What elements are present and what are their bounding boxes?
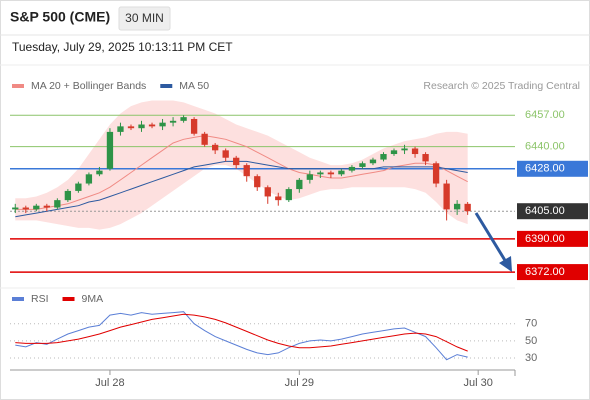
legend-label: 9MA: [82, 293, 104, 305]
bollinger-band: [15, 100, 468, 230]
candle-body: [222, 150, 229, 158]
x-tick-label: Jul 28: [95, 377, 124, 389]
candle-body: [43, 205, 50, 208]
level-box: [517, 203, 588, 220]
candle-body: [327, 172, 335, 175]
candle-body: [212, 144, 219, 151]
candle-body: [348, 166, 356, 171]
candle-body: [117, 126, 124, 132]
candle-body: [317, 172, 324, 175]
symbol: S&P 500 (CME): [10, 9, 110, 25]
x-tick-label: Jul 30: [463, 377, 492, 389]
level-box: [517, 264, 588, 281]
candle-body: [443, 183, 450, 210]
candle-body: [106, 131, 114, 169]
candle-body: [54, 200, 61, 208]
timestamp: Tuesday, July 29, 2025 10:13:11 PM CET: [12, 40, 233, 54]
candle-body: [338, 170, 345, 175]
candle-body: [243, 165, 250, 177]
candle-body: [96, 170, 103, 175]
candle-body: [85, 174, 93, 184]
legend-swatch: [12, 297, 24, 301]
projection-arrow: [474, 212, 512, 272]
level-label: 6372.00: [525, 266, 565, 278]
x-tick-label: Jul 29: [285, 377, 314, 389]
credit: Research © 2025 Trading Central: [423, 80, 580, 92]
candle-body: [190, 118, 198, 134]
candle-body: [432, 163, 440, 184]
candle-body: [453, 203, 461, 210]
candle-body: [359, 163, 366, 167]
candle-body: [201, 133, 208, 145]
candle-body: [296, 179, 303, 190]
candle-body: [464, 203, 471, 212]
legend-swatch: [160, 84, 173, 88]
level-box: [517, 230, 588, 247]
level-label: 6457.00: [525, 109, 565, 121]
legend-label: RSI: [31, 293, 49, 305]
level-label: 6440.00: [525, 141, 565, 153]
candle-body: [411, 148, 419, 155]
candle-body: [138, 124, 145, 129]
level-box: [517, 160, 588, 177]
candle-body: [254, 176, 261, 188]
candle-body: [22, 207, 29, 210]
y-tick-label: 70: [525, 318, 537, 330]
moving-average: [15, 160, 468, 218]
candle-body: [127, 126, 135, 129]
interval-badge[interactable]: [118, 6, 171, 31]
plot: MA 20 + Bollinger Bands MA 50 6457.00 6440.…: [10, 80, 588, 389]
candle-body: [169, 120, 177, 123]
candle-body: [233, 157, 240, 166]
level-label: 6428.00: [525, 163, 565, 175]
candle-body: [306, 174, 313, 180]
indicator-line: [15, 313, 468, 352]
candle-body: [380, 154, 387, 160]
candle-body: [369, 159, 377, 164]
candle-body: [275, 196, 282, 201]
candle-body: [75, 183, 82, 191]
candle-body: [64, 190, 72, 201]
candle-body: [159, 122, 166, 127]
level-label: 6390.00: [525, 233, 565, 245]
candle-body: [285, 189, 292, 201]
legend-swatch: [12, 84, 24, 88]
candle-body: [422, 154, 429, 162]
candle-body: [148, 124, 156, 127]
legend-swatch: [62, 297, 75, 301]
candle-body: [264, 187, 271, 197]
interval[interactable]: 30 MIN: [125, 11, 164, 25]
candle-body: [33, 205, 40, 210]
indicator-line: [15, 311, 468, 361]
candle-body: [180, 117, 187, 121]
y-tick-label: 30: [525, 352, 537, 364]
candle-body: [390, 150, 398, 155]
legend-label: MA 20 + Bollinger Bands: [31, 80, 146, 92]
y-tick-label: 50: [525, 335, 537, 347]
moving-average: [15, 135, 468, 210]
legend-label: MA 50: [179, 80, 209, 92]
candle-body: [401, 148, 408, 151]
candle-body: [12, 207, 19, 210]
level-label: 6405.00: [525, 205, 565, 217]
